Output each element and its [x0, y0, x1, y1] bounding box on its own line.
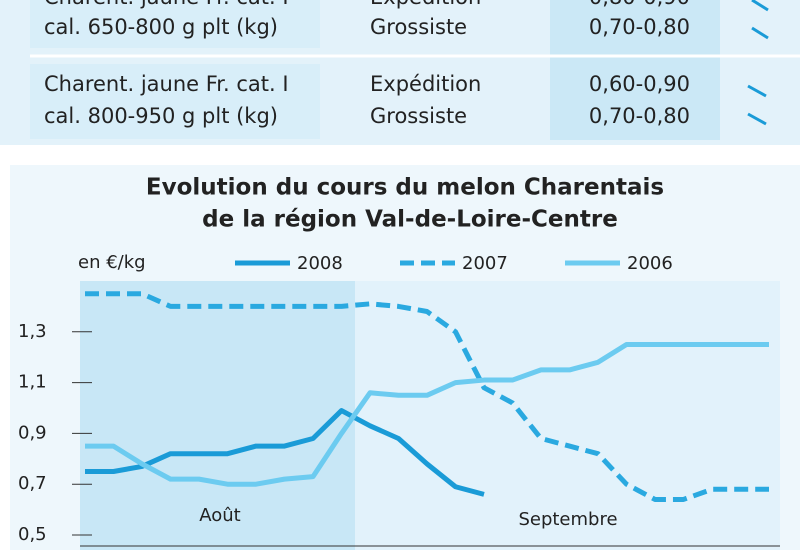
- cell: [30, 0, 320, 48]
- price-col: [550, 0, 720, 140]
- cell-text: Charent. jaune Fr. cat. I: [44, 72, 289, 96]
- trend-arrows: [747, 0, 769, 126]
- y-tick-label: 1,3: [18, 321, 47, 342]
- cell-text: cal. 650-800 g plt (kg): [44, 15, 278, 39]
- legend-label: 2006: [627, 253, 673, 274]
- annotation: Août: [199, 505, 240, 526]
- cell-text: Grossiste: [370, 104, 467, 128]
- cell-text: Expédition: [370, 0, 481, 9]
- y-tick-label: 0,9: [18, 422, 47, 443]
- cell-text: 0,70-0,80: [589, 15, 690, 39]
- series-line: [85, 291, 769, 502]
- legend-label: 2007: [462, 253, 508, 274]
- cell-text: 0,60-0,90: [589, 72, 690, 96]
- cell: [30, 64, 320, 139]
- series-line: [85, 408, 485, 497]
- cell-text: Charent. jaune Fr. cat. I: [44, 0, 289, 9]
- series-line: [85, 342, 769, 487]
- annotation: Septembre: [518, 509, 617, 530]
- y-tick-label: 1,1: [18, 372, 47, 393]
- cell-text: 0,80-0,90: [589, 0, 690, 9]
- cell-text: cal. 800-950 g plt (kg): [44, 104, 278, 128]
- y-tick-label: 0,5: [18, 524, 47, 545]
- chart-title: de la région Val-de-Loire-Centre: [202, 207, 618, 233]
- y-tick-label: 0,7: [18, 473, 47, 494]
- chart-title: Evolution du cours du melon Charentais: [146, 175, 664, 201]
- cell-text: Grossiste: [370, 15, 467, 39]
- y-axis-label: en €/kg: [78, 252, 146, 273]
- cell-text: Expédition: [370, 72, 481, 96]
- aout-band: [80, 281, 355, 550]
- legend-label: 2008: [297, 253, 343, 274]
- cell-text: 0,70-0,80: [589, 104, 690, 128]
